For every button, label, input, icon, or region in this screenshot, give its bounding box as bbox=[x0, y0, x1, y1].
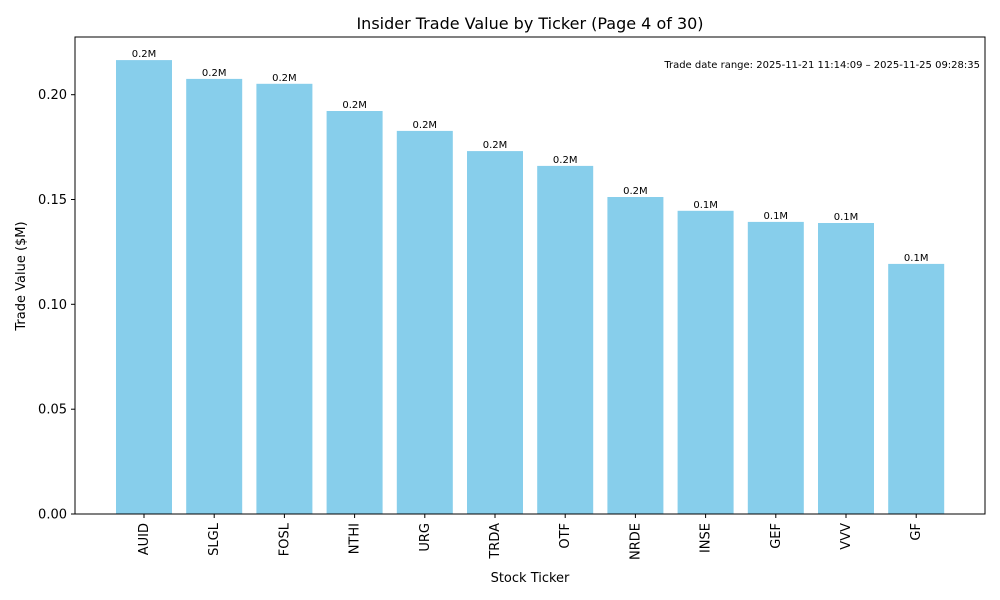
y-axis: 0.00 0.05 0.10 0.15 0.20 bbox=[38, 88, 75, 523]
x-axis: AUID SLGL FOSL NTHI URG TRDA OTF NRDE INSE GEF VVV… bbox=[137, 514, 924, 560]
y-tick-label: 0.10 bbox=[38, 298, 67, 313]
chart-title: Insider Trade Value by Ticker (Page 4 of… bbox=[356, 14, 703, 33]
bar-urg bbox=[396, 130, 453, 514]
bar-fosl bbox=[256, 83, 313, 515]
bar-trda bbox=[467, 151, 523, 514]
bar-inse bbox=[677, 210, 734, 515]
x-tick-label-trda: TRDA bbox=[488, 523, 503, 560]
plot-frame bbox=[74, 36, 986, 515]
bar-vvv bbox=[818, 223, 874, 514]
data-label-slgl: 0.2M bbox=[202, 68, 227, 79]
bar-gef bbox=[747, 221, 804, 514]
y-axis-label: Trade Value ($M) bbox=[14, 221, 29, 331]
data-label-otf: 0.2M bbox=[553, 155, 578, 166]
x-tick-label-otf: OTF bbox=[558, 523, 573, 549]
data-label-auid: 0.2M bbox=[132, 49, 157, 60]
y-tick-label: 0.20 bbox=[38, 88, 67, 103]
x-tick-label-inse: INSE bbox=[699, 523, 714, 553]
data-label-gf: 0.1M bbox=[904, 253, 929, 264]
bars-layer bbox=[116, 60, 945, 515]
x-axis-label: Stock Ticker bbox=[491, 571, 570, 586]
bar-otf bbox=[537, 165, 594, 514]
data-label-vvv: 0.1M bbox=[834, 212, 859, 223]
x-tick-label-nthi: NTHI bbox=[348, 523, 363, 554]
bar-nthi bbox=[326, 111, 383, 514]
y-tick-label: 0.05 bbox=[38, 403, 67, 418]
data-label-gef: 0.1M bbox=[764, 211, 789, 222]
date-range-annotation: Trade date range: 2025-11-21 11:14:09 – … bbox=[663, 60, 980, 71]
bar-auid bbox=[116, 60, 172, 514]
data-label-fosl: 0.2M bbox=[272, 73, 297, 84]
y-tick-label: 0.15 bbox=[38, 193, 67, 208]
bar-slgl bbox=[186, 78, 243, 515]
x-tick-label-gf: GF bbox=[909, 523, 924, 541]
x-tick-label-vvv: VVV bbox=[839, 523, 854, 550]
x-tick-label-urg: URG bbox=[418, 523, 433, 552]
bar-gf bbox=[888, 263, 945, 514]
bar-nrde bbox=[607, 197, 664, 514]
x-tick-label-gef: GEF bbox=[769, 523, 784, 549]
x-tick-label-nrde: NRDE bbox=[628, 523, 643, 560]
data-label-nrde: 0.2M bbox=[623, 186, 648, 197]
data-label-trda: 0.2M bbox=[483, 140, 508, 151]
data-label-urg: 0.2M bbox=[413, 120, 438, 131]
data-label-inse: 0.1M bbox=[693, 200, 718, 211]
x-tick-label-slgl: SLGL bbox=[207, 522, 222, 556]
data-labels-layer: 0.2M 0.2M 0.2M 0.2M 0.2M 0.2M 0.2M 0.2M 0.1M 0.1M… bbox=[132, 49, 929, 264]
x-tick-label-auid: AUID bbox=[137, 523, 152, 555]
x-tick-label-fosl: FOSL bbox=[277, 522, 292, 556]
data-label-nthi: 0.2M bbox=[342, 100, 367, 111]
y-tick-label: 0.00 bbox=[38, 508, 67, 523]
